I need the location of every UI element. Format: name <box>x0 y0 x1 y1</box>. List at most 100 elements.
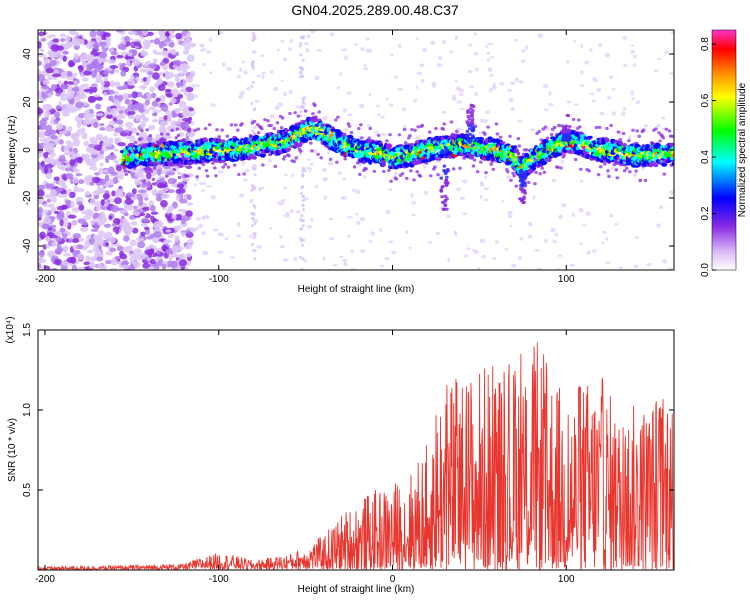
spectrogram-cell <box>514 77 519 82</box>
spectrogram-cell <box>637 134 642 138</box>
spectrogram-cell <box>478 131 483 134</box>
spectrogram-cell <box>299 110 303 114</box>
spectrogram-cell <box>177 93 183 99</box>
spectrogram-cell <box>279 235 283 239</box>
spectrogram-cell <box>205 174 210 178</box>
spectrogram-cell <box>349 250 355 254</box>
spectrogram-cell <box>475 170 480 174</box>
spectrogram-cell <box>322 167 327 172</box>
spectrogram-cell <box>289 208 294 214</box>
spectrogram-cell <box>415 85 419 89</box>
spectrogram-cell <box>98 187 105 193</box>
spectrogram-cell <box>135 237 145 242</box>
spectrogram-cell <box>492 82 496 87</box>
spectrogram-cell <box>42 203 49 207</box>
spectrogram-cell <box>617 140 623 146</box>
spectrogram-cell <box>589 92 595 96</box>
spectrogram-cell <box>96 30 104 37</box>
spectrogram-cell <box>108 127 115 132</box>
spectrogram-cell <box>638 179 643 183</box>
spectrogram-cell <box>152 236 161 244</box>
spectrogram-cell <box>316 49 323 52</box>
spectrogram-cell <box>517 256 523 260</box>
spectrogram-cell <box>62 217 69 223</box>
spectrogram-cell <box>304 41 310 46</box>
spectrogram-cell <box>53 111 61 119</box>
spectrogram-cell <box>561 203 567 208</box>
spectrogram-cell <box>109 65 119 69</box>
spectrogram-cell <box>248 234 253 238</box>
spectrogram-cell <box>251 166 255 170</box>
spectrogram-cell <box>127 78 135 86</box>
spectrogram-cell <box>87 211 93 215</box>
spectrogram-cell <box>90 228 99 232</box>
spectrogram-cell <box>43 141 50 149</box>
spectrogram-cell <box>226 66 232 72</box>
spectrogram-cell <box>130 172 136 177</box>
spectrogram-cell <box>301 173 305 177</box>
spectrogram-cell <box>45 68 54 74</box>
spectrogram-cell <box>50 159 60 165</box>
spectrogram-cell <box>121 264 131 270</box>
spectrogram-cell <box>175 78 180 83</box>
spectrogram-cell <box>280 39 285 43</box>
spectrogram-cell <box>251 80 255 84</box>
spectrogram-cell <box>83 140 89 147</box>
spectrogram-cell <box>236 221 241 227</box>
spectrogram-cell <box>671 161 674 166</box>
spectrogram-cell <box>38 54 47 58</box>
spectrogram-cell <box>107 59 116 64</box>
spectrogram-cell <box>242 60 245 64</box>
spectrogram-cell <box>669 72 674 75</box>
spectrogram-cell <box>100 199 105 206</box>
spectrogram-cell <box>609 123 613 128</box>
spectrogram-cell <box>656 223 661 228</box>
spectrogram-cell <box>38 262 42 269</box>
spectrogram-cell <box>656 124 662 128</box>
spectrogram-cell <box>208 37 213 42</box>
spectrogram-cell <box>72 166 77 171</box>
spectrogram-cell <box>537 129 541 134</box>
spectrogram-cell <box>113 95 119 100</box>
spectrogram-cell <box>49 152 56 158</box>
spectrogram-cell <box>299 114 303 118</box>
spectrogram-cell <box>670 31 674 34</box>
spectrogram-cell <box>483 118 489 124</box>
spectrogram-cell <box>462 212 468 215</box>
spectrogram-cell <box>157 84 166 92</box>
spectrogram-cell <box>158 138 163 142</box>
spectrogram-cell <box>141 192 149 199</box>
spectrogram-cell <box>168 205 174 212</box>
spectrogram-cell <box>540 166 545 170</box>
spectrogram-cell <box>104 174 110 182</box>
spectrogram-cell <box>166 93 173 98</box>
spectrogram-cell <box>273 86 279 92</box>
spectrogram-cell <box>483 132 487 136</box>
spectrogram-cell <box>504 247 508 251</box>
spectrogram-cell <box>289 38 293 44</box>
spectrogram-cell <box>489 73 494 77</box>
spectrogram-cell <box>165 88 172 93</box>
spectrogram-cell <box>113 217 121 226</box>
spectrogram-cell <box>560 159 565 164</box>
spectrogram-cell <box>161 193 170 199</box>
spectrogram-cell <box>323 195 328 200</box>
spectrogram-cell <box>309 141 313 145</box>
spectrogram-cell <box>174 214 182 221</box>
spectrogram-cell <box>215 128 219 132</box>
spectrogram-cell <box>57 158 67 163</box>
spectrogram-cell <box>72 152 77 159</box>
spectrogram-cell <box>151 112 158 117</box>
spectrogram-cell <box>415 136 421 141</box>
spectrogram-cell <box>124 35 130 43</box>
spectrogram-cell <box>287 154 291 158</box>
spectrogram-cell <box>121 218 128 223</box>
spectrogram-cell <box>282 57 288 62</box>
spectrogram-cell <box>38 90 42 98</box>
spectrogram-cell <box>38 213 43 218</box>
spectrogram-cell <box>456 100 463 104</box>
spectrogram-cell <box>179 88 187 93</box>
spectrogram-cell <box>252 131 256 135</box>
spectrogram-cell <box>189 70 196 77</box>
spectrogram-cell <box>65 163 71 169</box>
